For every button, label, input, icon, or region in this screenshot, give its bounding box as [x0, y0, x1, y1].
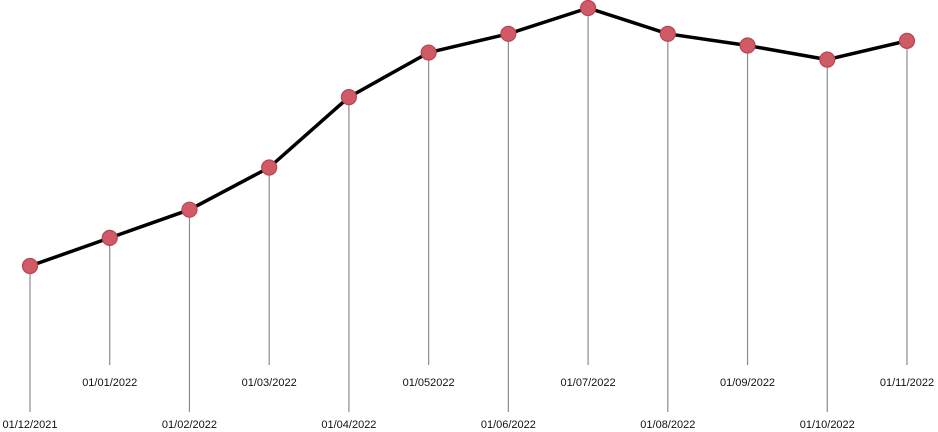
stems-layer — [29, 8, 908, 412]
x-tick-label: 01/03/2022 — [242, 377, 297, 389]
data-point-8 — [659, 25, 676, 42]
data-point-7 — [579, 0, 597, 17]
x-tick-label: 01/12/2021 — [2, 419, 57, 431]
x-tick-label: 01/01/2022 — [82, 377, 137, 389]
data-point-11 — [898, 32, 916, 49]
x-tick-label: 01/052022 — [403, 377, 455, 389]
series-line-layer — [28, 6, 909, 268]
x-tick-label: 01/08/2022 — [640, 419, 695, 431]
data-point-9 — [739, 37, 756, 54]
data-point-4 — [340, 89, 358, 106]
data-point-10 — [819, 51, 836, 68]
points-layer — [21, 0, 916, 275]
data-point-5 — [420, 44, 437, 61]
x-tick-label: 01/09/2022 — [720, 377, 775, 389]
x-tick-label: 01/06/2022 — [481, 419, 536, 431]
data-point-2 — [181, 201, 198, 218]
x-tick-label: 01/02/2022 — [162, 419, 217, 431]
data-point-0 — [21, 257, 39, 275]
x-tick-label: 01/11/2022 — [880, 377, 934, 389]
data-point-6 — [500, 25, 517, 42]
tick-labels-layer: 01/12/2021 01/01/2022 01/02/2022 01/03/2022… — [2, 377, 934, 431]
x-tick-label: 01/04/2022 — [321, 419, 376, 431]
series-line — [28, 6, 909, 268]
data-point-1 — [101, 229, 118, 246]
x-tick-label: 01/10/2022 — [800, 419, 855, 431]
x-tick-label: 01/07/2022 — [561, 377, 616, 389]
data-point-3 — [261, 159, 278, 176]
